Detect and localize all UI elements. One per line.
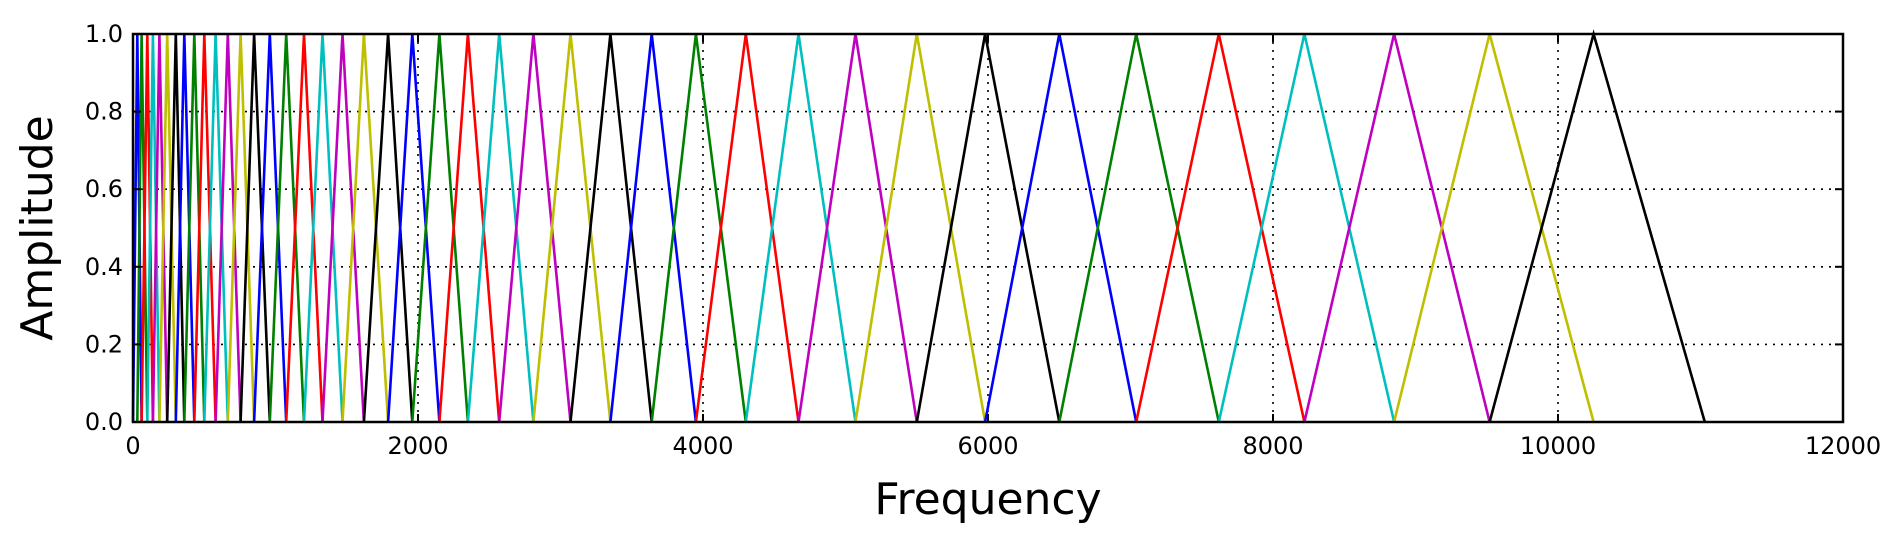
filter-triangle: [1488, 29, 1707, 423]
filter-triangle: [694, 33, 800, 423]
filter-triangle: [284, 33, 324, 423]
y-tick-label: 0.0: [85, 408, 123, 436]
x-tick-label: 6000: [957, 432, 1018, 460]
x-tick-label: 10000: [1520, 432, 1596, 460]
filter-triangle: [983, 33, 1138, 423]
filter-triangle: [226, 33, 256, 423]
filter-triangle: [1217, 33, 1396, 423]
y-tick-label: 0.4: [85, 253, 123, 281]
filter-triangle: [411, 33, 470, 423]
x-tick-label: 2000: [387, 432, 448, 460]
filter-triangle: [183, 33, 206, 423]
filter-series: [131, 29, 1707, 423]
filter-triangle: [797, 33, 919, 423]
x-tick-label: 12000: [1805, 432, 1881, 460]
filter-triangle: [321, 33, 366, 423]
filter-triangle: [609, 33, 698, 423]
x-tick-label: 0: [125, 432, 140, 460]
y-tick-label: 1.0: [85, 20, 123, 48]
filter-triangle: [744, 33, 857, 423]
grid: [133, 34, 1843, 422]
filter-triangle: [466, 33, 535, 423]
filter-triangle: [497, 33, 572, 423]
filter-triangle: [438, 33, 501, 423]
filter-triangle: [341, 33, 390, 423]
y-axis-label: Amplitude: [12, 115, 63, 340]
x-axis-label: Frequency: [874, 474, 1101, 525]
filter-triangle: [1392, 33, 1595, 423]
y-tick-label: 0.2: [85, 330, 123, 358]
x-tick-label: 8000: [1242, 432, 1303, 460]
filter-triangle: [1058, 33, 1221, 423]
filter-triangle: [252, 33, 288, 423]
filter-triangle: [532, 33, 612, 423]
filter-triangle: [214, 33, 242, 423]
y-tick-label: 0.8: [85, 98, 123, 126]
filter-triangle: [1303, 33, 1491, 423]
axis-ticks: 0 2000 4000 6000 8000 10000 12000 0.0 0.2 0.4 0.6 0…: [85, 20, 1881, 460]
filter-triangle: [268, 33, 306, 423]
x-tick-label: 4000: [672, 432, 733, 460]
filter-triangle: [569, 33, 653, 423]
filter-triangle: [1134, 33, 1306, 423]
filter-triangle: [854, 33, 987, 423]
y-tick-label: 0.6: [85, 175, 123, 203]
filter-triangle: [302, 33, 344, 423]
filter-triangle: [386, 33, 441, 423]
filter-triangle: [362, 33, 414, 423]
filter-triangle: [203, 33, 230, 423]
filter-triangle: [650, 33, 748, 423]
